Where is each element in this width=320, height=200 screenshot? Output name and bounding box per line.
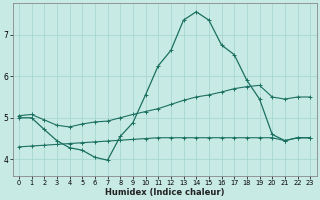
- X-axis label: Humidex (Indice chaleur): Humidex (Indice chaleur): [105, 188, 224, 197]
